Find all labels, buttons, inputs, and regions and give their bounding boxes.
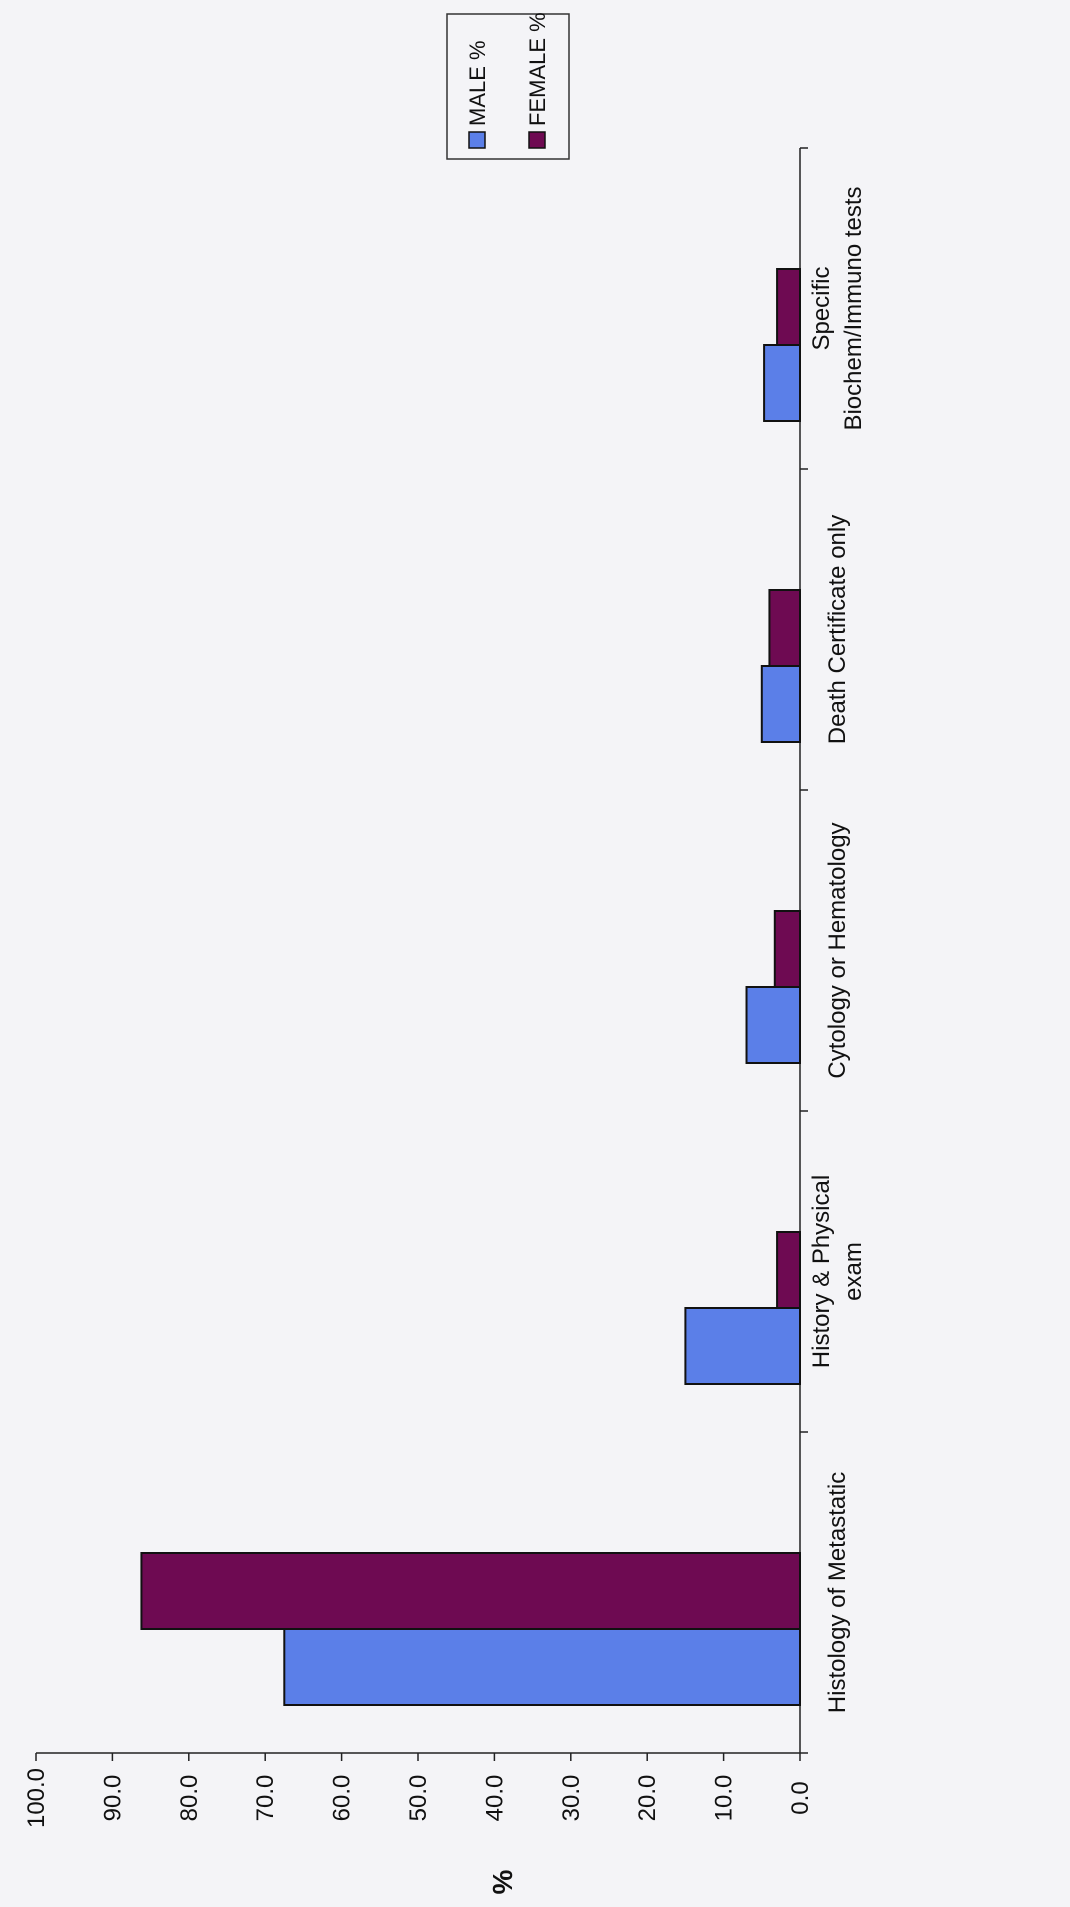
bar-male (763, 344, 801, 422)
value-tick-label: 20.0 (634, 1775, 661, 1822)
value-tick-label: 30.0 (558, 1775, 585, 1822)
legend-label: FEMALE % (525, 12, 550, 126)
category-label: Histology of Metastatic (824, 1472, 851, 1713)
value-tick-label: 80.0 (176, 1775, 203, 1822)
bar-male (745, 986, 802, 1064)
value-tick-label: 0.0 (787, 1781, 814, 1814)
value-tick-label: 50.0 (405, 1775, 432, 1822)
bar-female (776, 1231, 802, 1309)
value-tick-label: 90.0 (99, 1775, 126, 1822)
category-label: Specific (808, 266, 835, 350)
bar-male (283, 1628, 801, 1706)
value-tick-label: 40.0 (481, 1775, 508, 1822)
category-label: Biochem/Immuno tests (840, 186, 867, 430)
bar-female (140, 1552, 801, 1630)
category-label: History & Physical (808, 1175, 835, 1368)
category-labels: Histology of Metastatic History & Physica… (808, 186, 867, 1713)
legend-swatch (528, 131, 546, 149)
category-label: Death Certificate only (824, 515, 851, 744)
value-tick-label: 60.0 (329, 1775, 356, 1822)
legend-swatch (468, 131, 486, 149)
bar-female (776, 268, 802, 346)
value-tick-label: 10.0 (711, 1775, 738, 1822)
bar-female (773, 910, 802, 988)
value-tick-label: 70.0 (252, 1775, 279, 1822)
bar-male (684, 1307, 802, 1385)
value-ticks: 0.0 10.0 20.0 30.0 40.0 50.0 60.0 70.0 80.0 90.0 1… (23, 1753, 814, 1828)
bar-female (768, 589, 802, 667)
bar-male (760, 665, 801, 743)
legend: MALE % FEMALE % (446, 12, 570, 160)
legend-label: MALE % (465, 40, 490, 126)
bars (140, 268, 802, 1706)
category-label: Cytology or Hematology (824, 822, 851, 1078)
y-axis-label: % (487, 1869, 518, 1894)
category-label: exam (840, 1242, 867, 1301)
legend-box (446, 13, 570, 160)
value-tick-label: 100.0 (23, 1768, 50, 1828)
